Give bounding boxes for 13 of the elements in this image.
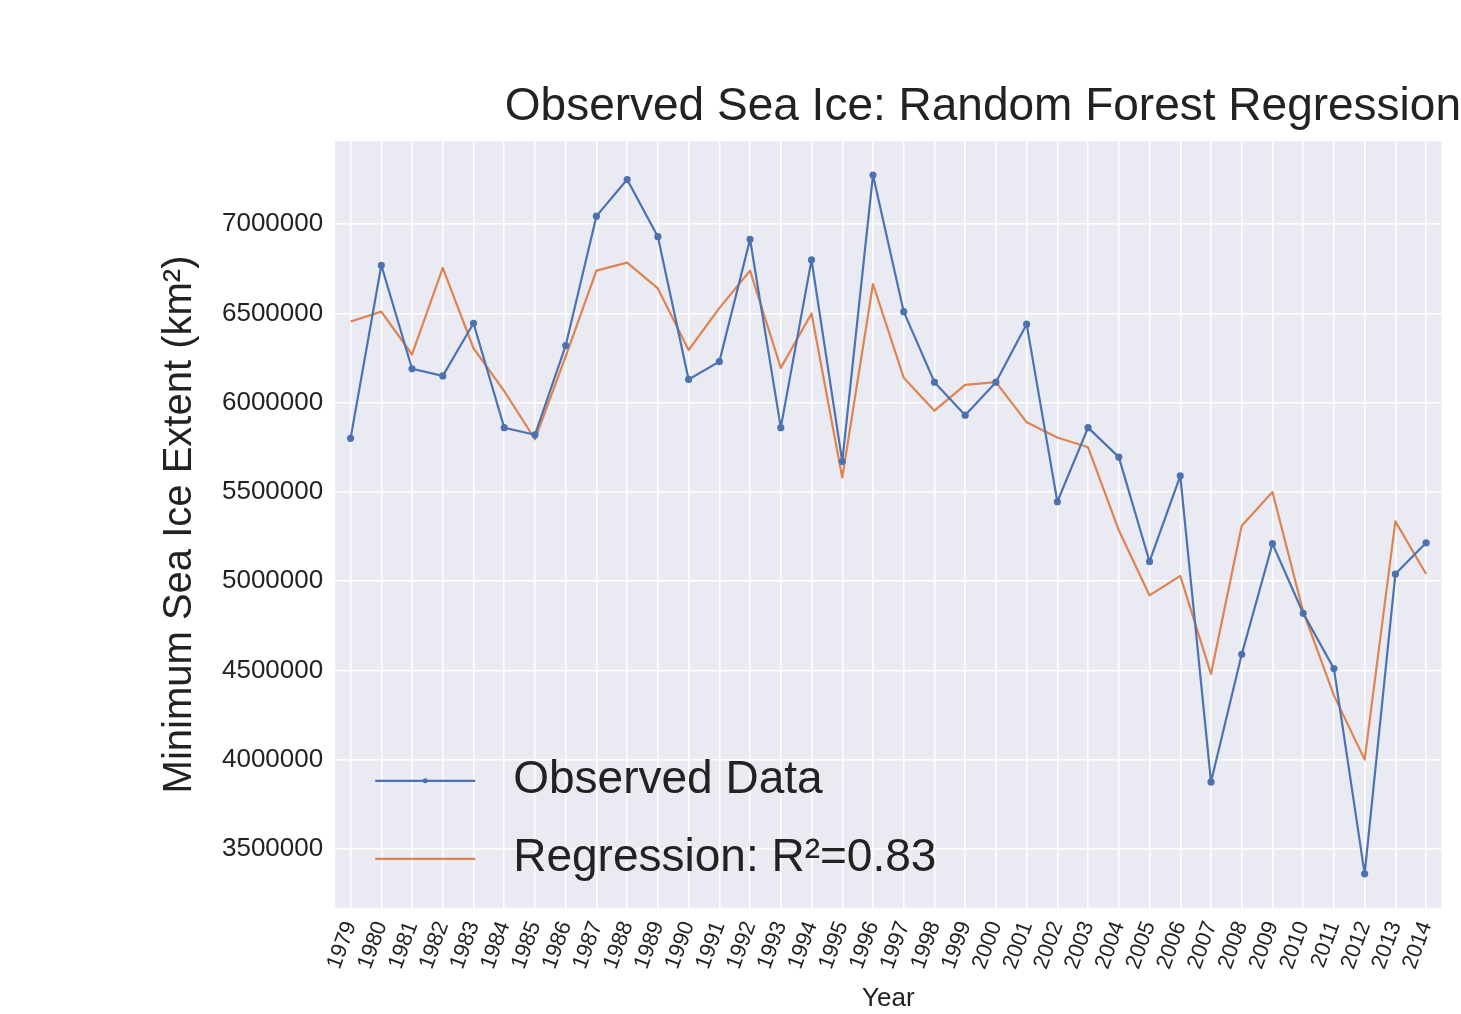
legend-label: Regression: R²=0.83 (513, 829, 937, 882)
y-tick-label: 5000000 (221, 564, 324, 595)
y-tick-label: 7000000 (221, 207, 324, 238)
y-tick-label: 5500000 (221, 475, 324, 506)
y-tick-label: 6000000 (221, 385, 324, 416)
legend-label: Observed Data (513, 751, 824, 804)
chart-title: Observed Sea Ice: Random Forest Regression (504, 78, 1461, 131)
y-tick-label: 6500000 (221, 296, 324, 327)
x-axis-title: Year (862, 981, 915, 1012)
y-tick-label: 4000000 (221, 742, 324, 773)
y-tick-label: 3500000 (221, 832, 324, 863)
y-axis-title: Minimum Sea Ice Extent (km²) (155, 255, 200, 794)
y-tick-label: 4500000 (221, 653, 324, 684)
